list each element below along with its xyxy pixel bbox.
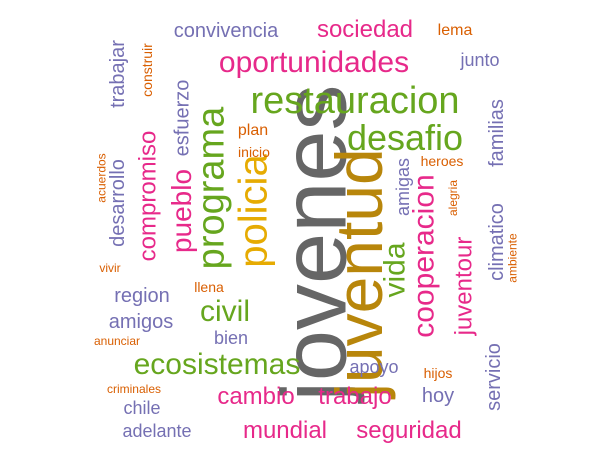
word-alegria: alegria <box>446 179 460 217</box>
word-trabajo: trabajo <box>318 383 392 410</box>
word-lema: lema <box>437 22 473 39</box>
word-cooperacion: cooperacion <box>407 174 441 338</box>
word-seguridad: seguridad <box>356 417 462 444</box>
word-hoy: hoy <box>421 385 455 407</box>
word-oportunidades: oportunidades <box>218 46 410 79</box>
word-esfuerzo: esfuerzo <box>171 79 193 157</box>
word-convivencia: convivencia <box>173 20 279 42</box>
word-chile: chile <box>123 398 161 418</box>
word-plan: plan <box>237 122 269 139</box>
word-mundial: mundial <box>242 417 328 444</box>
word-amigos: amigos <box>108 311 174 333</box>
word-trabajar: trabajar <box>107 40 129 108</box>
word-sociedad: sociedad <box>316 16 414 43</box>
word-desarrollo: desarrollo <box>106 159 129 247</box>
word-bien: bien <box>213 328 249 348</box>
word-vivir: vivir <box>99 261 121 275</box>
word-adelante: adelante <box>122 421 192 441</box>
word-criminales: criminales <box>106 382 161 396</box>
word-heroes: heroes <box>420 153 464 169</box>
word-servicio: servicio <box>482 343 505 411</box>
word-ambiente: ambiente <box>506 233 520 283</box>
word-amigas: amigas <box>393 157 413 217</box>
word-compromiso: compromiso <box>133 130 161 262</box>
word-familias: familias <box>485 99 508 167</box>
word-ecosistemas: ecosistemas <box>133 348 301 381</box>
word-construir: construir <box>139 43 155 97</box>
word-policia: policia <box>232 154 276 268</box>
word-llena: llena <box>194 279 224 295</box>
word-desafio: desafio <box>346 117 464 158</box>
word-vida: vida <box>378 242 412 298</box>
word-juventour: juventour <box>449 236 477 336</box>
word-inicio: inicio <box>238 144 270 160</box>
word-junto: junto <box>460 50 500 70</box>
word-civil: civil <box>200 295 250 328</box>
word-cambio: cambio <box>217 383 295 410</box>
word-apoyo: apoyo <box>349 357 399 377</box>
word-anunciar: anunciar <box>93 334 141 348</box>
word-programa: programa <box>189 106 232 270</box>
word-restauracion: restauracion <box>250 80 460 122</box>
word-region: region <box>114 285 170 307</box>
word-acuerdos: acuerdos <box>95 153 109 203</box>
word-hijos: hijos <box>423 365 453 381</box>
word-pueblo: pueblo <box>166 168 197 254</box>
word-climatico: climatico <box>485 203 508 281</box>
